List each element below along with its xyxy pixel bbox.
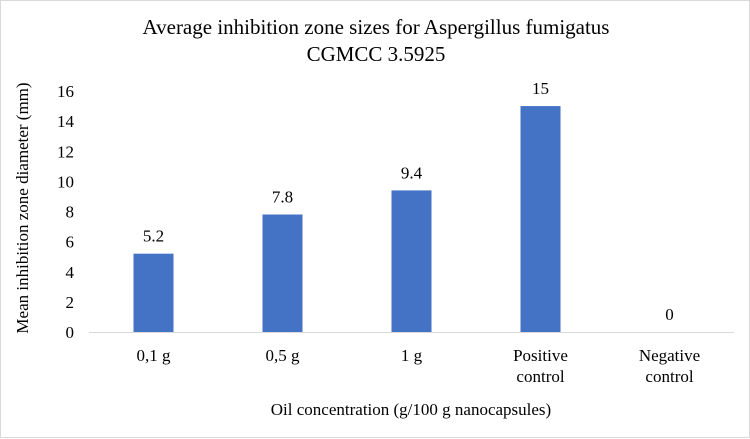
- data-label: 9.4: [401, 163, 423, 182]
- chart-title-line-2: CGMCC 3.5925: [307, 42, 446, 66]
- x-tick-label: control: [645, 367, 693, 386]
- y-tick-label: 14: [57, 112, 75, 131]
- bar: [133, 253, 174, 332]
- bars: [133, 106, 561, 332]
- y-tick-label: 10: [57, 172, 74, 191]
- y-tick-label: 2: [66, 293, 75, 312]
- x-tick-label: Positive: [513, 346, 568, 365]
- data-label: 15: [532, 79, 549, 98]
- y-axis-ticks: 0 2 4 6 8 10 12 14 16: [57, 82, 75, 342]
- data-label: 5.2: [143, 227, 164, 246]
- x-tick-label: 0,1 g: [137, 346, 172, 365]
- bar: [262, 214, 303, 332]
- bar: [520, 106, 561, 332]
- y-tick-label: 16: [57, 82, 74, 101]
- x-tick-label: Negative: [639, 346, 700, 365]
- y-tick-label: 0: [66, 323, 75, 342]
- y-axis-label: Mean inhibition zone diameter (mm): [13, 82, 32, 333]
- x-tick-label: 1 g: [401, 346, 423, 365]
- y-tick-label: 12: [57, 142, 74, 161]
- y-tick-label: 6: [66, 233, 75, 252]
- x-tick-label: control: [516, 367, 564, 386]
- data-labels: 5.2 7.8 9.4 15 0: [143, 79, 674, 324]
- y-tick-label: 4: [66, 263, 75, 282]
- y-tick-label: 8: [66, 203, 75, 222]
- chart-title-line-1: Average inhibition zone sizes for Asperg…: [143, 15, 610, 39]
- bar: [391, 190, 432, 332]
- x-tick-label: 0,5 g: [266, 346, 301, 365]
- data-label: 0: [665, 305, 674, 324]
- data-label: 7.8: [272, 188, 293, 207]
- x-axis-label: Oil concentration (g/100 g nanocapsules): [271, 400, 551, 419]
- x-axis-tick-labels: 0,1 g 0,5 g 1 g Positive control Negative cont…: [137, 346, 701, 386]
